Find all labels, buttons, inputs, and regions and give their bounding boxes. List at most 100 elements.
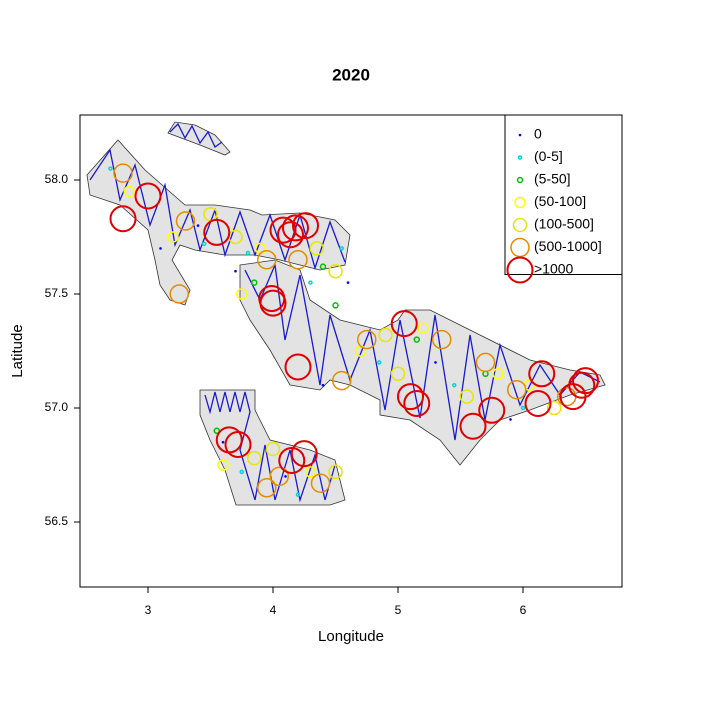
legend-label: (100-500] [534,216,594,232]
legend-label: (500-1000] [534,238,602,254]
point [288,250,308,270]
area [86,139,351,306]
point [310,473,331,494]
point [509,418,512,421]
legend-marker [512,217,528,233]
legend-label: >1000 [534,261,574,277]
point [265,441,281,457]
point [175,211,196,231]
point [403,389,431,417]
chart-title: 2020 [332,65,370,84]
point [547,400,562,416]
point [277,221,304,249]
point [239,469,244,475]
legend-label: 0 [534,126,542,142]
point [290,440,318,468]
y-tick-label: 56.5 [45,514,69,528]
y-tick-label: 58.0 [45,172,69,186]
transect [169,122,223,148]
transect [204,391,336,503]
point [304,466,317,478]
point [559,383,587,411]
point [282,214,309,242]
point [377,360,382,365]
point [390,366,406,382]
point [108,166,113,171]
x-tick-label: 6 [520,603,527,617]
point [258,285,286,313]
point [319,263,327,270]
point [528,360,556,388]
point [159,247,162,250]
point [169,284,189,304]
point [346,281,350,284]
point [251,279,258,286]
point [257,250,277,270]
area [239,259,606,466]
y-tick-label: 57.0 [45,400,69,414]
point [245,250,251,256]
point [478,396,506,424]
point [196,224,200,227]
point [113,163,133,183]
point [452,382,457,388]
x-axis-label: Longitude [318,628,384,645]
point [284,353,312,381]
point [123,185,135,198]
point [390,310,418,338]
point [524,389,552,417]
legend-label: (50-100] [534,193,586,209]
point [134,182,162,210]
point [328,263,343,279]
point [221,440,225,444]
point [202,241,207,247]
point [432,329,452,350]
point [328,464,343,480]
point [321,383,325,387]
point [507,380,527,400]
point [257,478,277,498]
point [339,246,344,251]
legend-marker [517,155,523,160]
legend-marker [518,133,522,137]
point [295,492,301,497]
transect [244,262,601,441]
point [167,231,179,243]
point [475,352,496,373]
y-tick-label: 57.5 [45,286,69,300]
point [397,383,424,411]
legend-label: (0-5] [534,148,563,164]
legend-marker [506,256,534,284]
point [247,450,262,466]
x-tick-label: 4 [270,603,277,617]
point [292,212,319,240]
point [309,241,324,256]
point [520,405,526,411]
point [269,216,297,244]
x-tick-label: 5 [395,603,402,617]
legend-box [504,114,623,275]
point [236,288,248,300]
point [308,280,313,285]
point [357,329,377,350]
plot-frame [79,114,623,588]
point [234,269,237,273]
point [434,361,437,364]
point [278,446,306,474]
x-tick-label: 3 [145,603,152,617]
point [417,322,429,334]
point [213,427,220,435]
point [492,368,504,380]
point [284,475,287,478]
point [109,205,137,233]
point [459,389,474,404]
point [224,430,252,458]
point [378,327,393,343]
legend-label: (5-50] [534,171,571,187]
point [413,336,420,343]
point [217,459,229,471]
y-axis-label: Latitude [9,324,26,377]
area [167,121,231,156]
point [269,466,289,487]
